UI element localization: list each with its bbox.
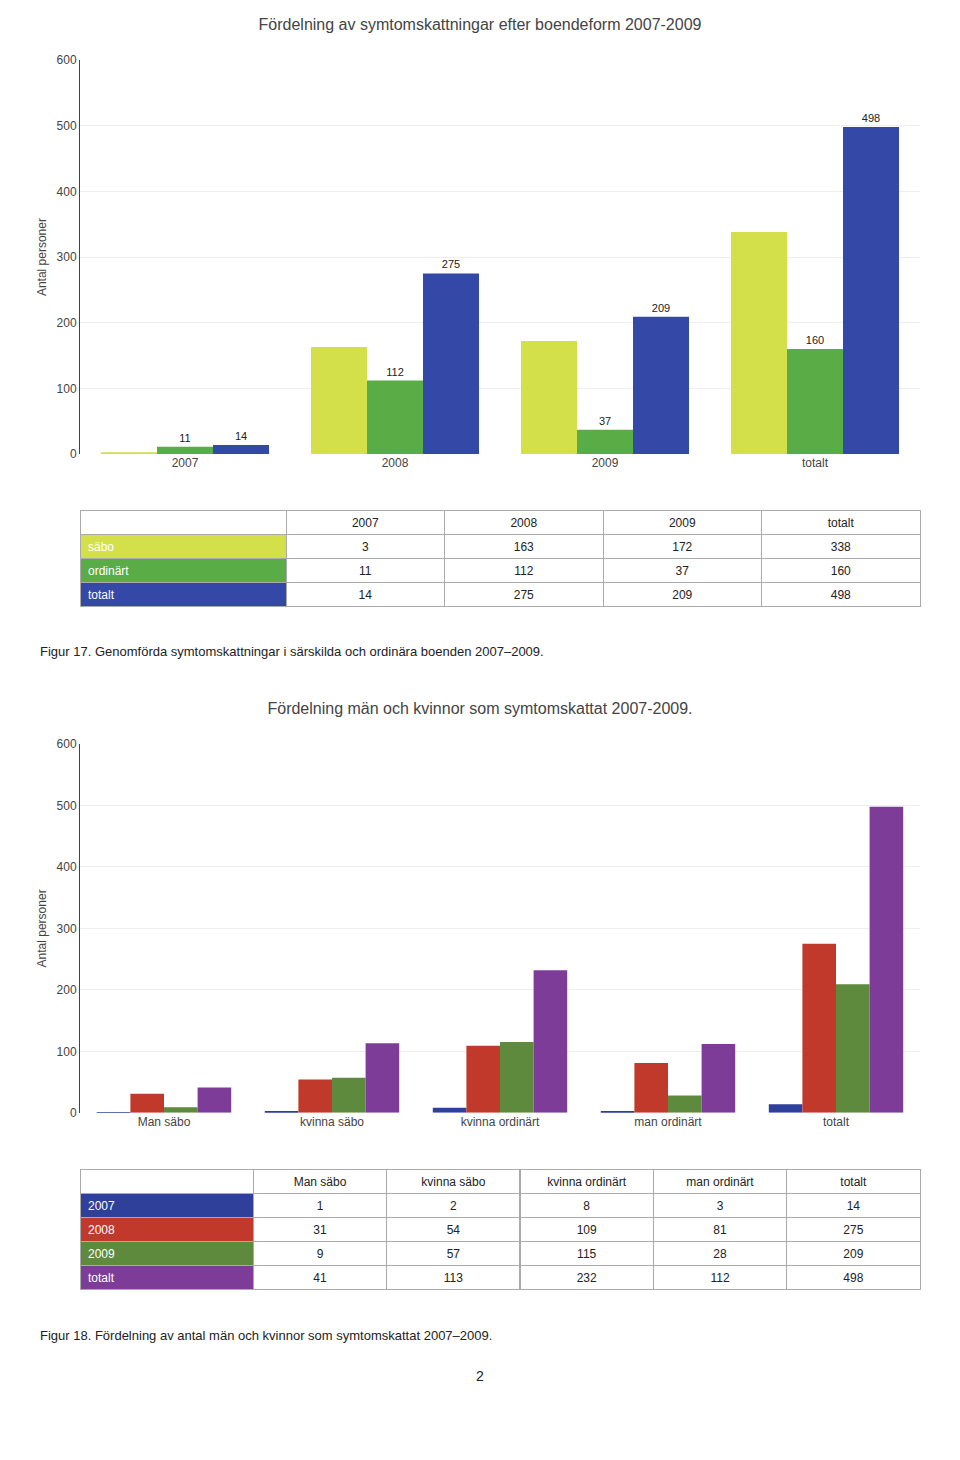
svg-text:112: 112 <box>386 366 404 378</box>
svg-text:275: 275 <box>442 258 460 270</box>
svg-text:2007: 2007 <box>172 456 199 470</box>
svg-text:Antal personer: Antal personer <box>35 218 49 296</box>
svg-text:300: 300 <box>57 250 77 264</box>
svg-text:kvinna säbo: kvinna säbo <box>421 1175 485 1189</box>
svg-text:109: 109 <box>577 1223 597 1237</box>
svg-text:totalt: totalt <box>828 516 855 530</box>
html-text:2: 2 <box>476 1368 484 1384</box>
svg-text:2008: 2008 <box>510 516 537 530</box>
svg-text:37: 37 <box>676 564 690 578</box>
svg-text:2007: 2007 <box>88 1199 115 1213</box>
svg-text:14: 14 <box>359 588 373 602</box>
svg-text:totalt: totalt <box>823 1115 850 1129</box>
svg-text:Man säbo: Man säbo <box>294 1175 347 1189</box>
svg-text:totalt: totalt <box>840 1175 867 1189</box>
svg-text:41: 41 <box>313 1271 327 1285</box>
html-text:Figur 17. Genomförda symtomska: Figur 17. Genomförda symtomskattningar i… <box>40 644 544 659</box>
svg-text:209: 209 <box>652 302 670 314</box>
svg-text:498: 498 <box>862 112 880 124</box>
svg-text:112: 112 <box>514 564 533 578</box>
svg-text:2009: 2009 <box>592 456 619 470</box>
svg-text:172: 172 <box>672 540 692 554</box>
svg-text:2: 2 <box>450 1199 457 1213</box>
svg-text:600: 600 <box>57 53 77 67</box>
svg-text:200: 200 <box>57 983 77 997</box>
svg-text:Fördelning män och kvinnor som: Fördelning män och kvinnor som symtomska… <box>267 700 692 717</box>
svg-text:28: 28 <box>713 1247 727 1261</box>
svg-text:2009: 2009 <box>88 1247 115 1261</box>
html-text:Figur 18. Fördelning av antal: Figur 18. Fördelning av antal män och kv… <box>40 1328 493 1343</box>
svg-text:163: 163 <box>514 540 534 554</box>
svg-text:3: 3 <box>362 540 369 554</box>
svg-text:400: 400 <box>57 860 77 874</box>
svg-text:113: 113 <box>444 1271 463 1285</box>
svg-text:112: 112 <box>710 1271 729 1285</box>
svg-text:säbo: säbo <box>88 540 114 554</box>
svg-text:2008: 2008 <box>382 456 409 470</box>
svg-text:totalt: totalt <box>88 1271 115 1285</box>
svg-text:Antal personer: Antal personer <box>35 889 49 967</box>
svg-text:Man säbo: Man säbo <box>138 1115 191 1129</box>
svg-text:81: 81 <box>713 1223 727 1237</box>
svg-text:14: 14 <box>235 430 247 442</box>
svg-text:115: 115 <box>577 1247 596 1261</box>
svg-text:37: 37 <box>599 415 611 427</box>
svg-text:500: 500 <box>57 799 77 813</box>
svg-text:500: 500 <box>57 119 77 133</box>
svg-text:kvinna ordinärt: kvinna ordinärt <box>461 1115 540 1129</box>
svg-text:400: 400 <box>57 185 77 199</box>
svg-text:kvinna säbo: kvinna säbo <box>300 1115 364 1129</box>
svg-text:9: 9 <box>317 1247 324 1261</box>
svg-text:1: 1 <box>317 1199 324 1213</box>
svg-text:100: 100 <box>57 382 77 396</box>
svg-text:275: 275 <box>843 1223 863 1237</box>
svg-text:2007: 2007 <box>352 516 379 530</box>
svg-text:8: 8 <box>583 1199 590 1213</box>
svg-text:totalt: totalt <box>802 456 829 470</box>
svg-text:498: 498 <box>843 1271 863 1285</box>
svg-text:2009: 2009 <box>669 516 696 530</box>
svg-text:160: 160 <box>831 564 851 578</box>
svg-text:275: 275 <box>514 588 534 602</box>
svg-text:11: 11 <box>179 432 190 444</box>
svg-text:man ordinärt: man ordinärt <box>686 1175 754 1189</box>
svg-text:54: 54 <box>447 1223 461 1237</box>
svg-text:2008: 2008 <box>88 1223 115 1237</box>
svg-text:Fördelning av symtomskattninga: Fördelning av symtomskattningar efter bo… <box>259 16 702 33</box>
svg-text:600: 600 <box>57 737 77 751</box>
svg-text:232: 232 <box>577 1271 597 1285</box>
svg-text:0: 0 <box>70 447 77 461</box>
svg-text:498: 498 <box>831 588 851 602</box>
svg-text:209: 209 <box>672 588 692 602</box>
svg-text:totalt: totalt <box>88 588 115 602</box>
svg-text:57: 57 <box>447 1247 461 1261</box>
svg-text:160: 160 <box>806 334 824 346</box>
svg-text:209: 209 <box>843 1247 863 1261</box>
svg-text:ordinärt: ordinärt <box>88 564 129 578</box>
svg-text:14: 14 <box>847 1199 861 1213</box>
svg-text:man ordinärt: man ordinärt <box>634 1115 702 1129</box>
svg-text:100: 100 <box>57 1045 77 1059</box>
svg-text:300: 300 <box>57 922 77 936</box>
svg-text:3: 3 <box>717 1199 724 1213</box>
svg-text:31: 31 <box>313 1223 327 1237</box>
svg-text:200: 200 <box>57 316 77 330</box>
svg-text:11: 11 <box>359 564 372 578</box>
svg-text:0: 0 <box>70 1106 77 1120</box>
svg-text:kvinna ordinärt: kvinna ordinärt <box>547 1175 626 1189</box>
svg-text:338: 338 <box>831 540 851 554</box>
